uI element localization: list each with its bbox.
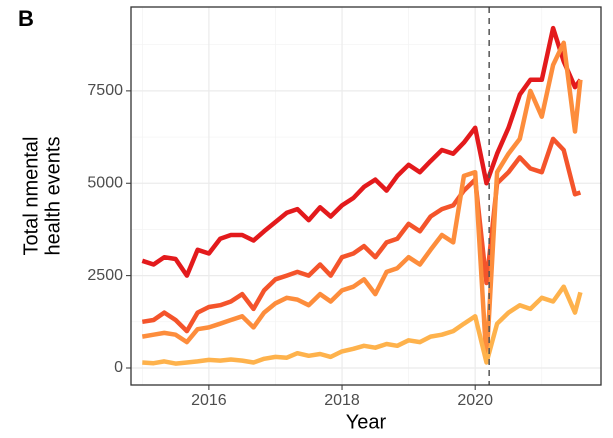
data-line [142, 284, 583, 366]
plot-border [130, 6, 602, 386]
data-line [141, 25, 583, 278]
y-tick-label: 2500 [87, 267, 123, 284]
y-tick-label: 5000 [87, 174, 123, 191]
panel-label: B [18, 6, 34, 31]
y-tick-label: 0 [114, 359, 123, 376]
x-axis-title: Year [346, 411, 387, 433]
y-axis-title: Total nmental health events [20, 137, 64, 256]
x-tick-label: 2018 [324, 392, 360, 409]
y-axis-title-line: Total nmental [20, 137, 42, 256]
y-tick-label: 7500 [87, 82, 123, 99]
x-tick-label: 2016 [191, 392, 227, 409]
x-tick-label: 2020 [457, 392, 493, 409]
data-line [141, 136, 582, 334]
y-axis-title-line: health events [42, 137, 64, 256]
data-line [141, 40, 583, 363]
